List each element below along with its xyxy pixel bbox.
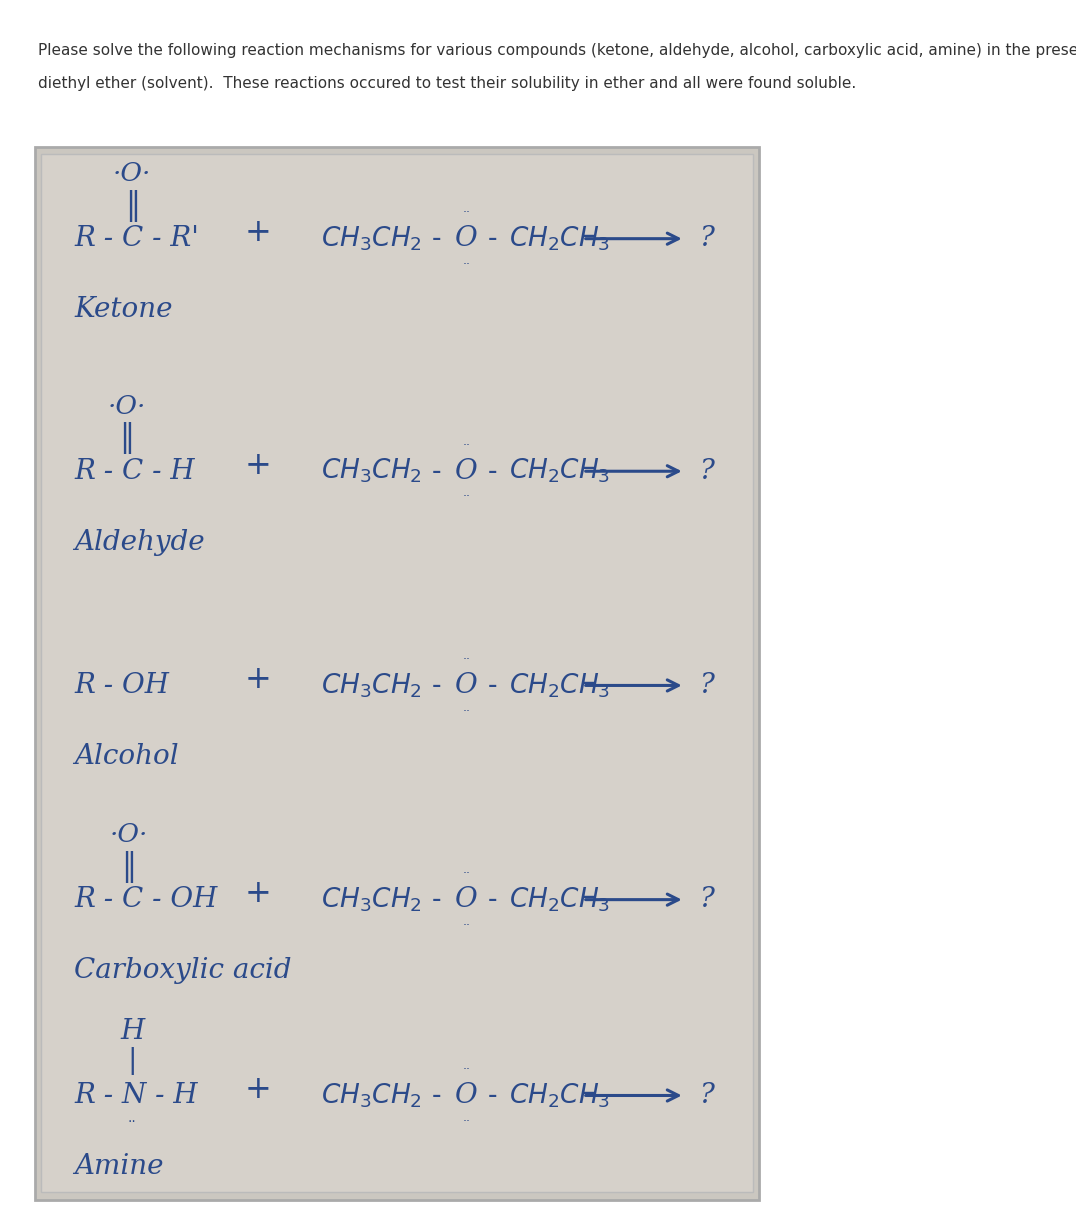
Text: +: + [245,663,271,695]
Text: R - C - OH: R - C - OH [74,886,217,913]
Text: ·O·: ·O· [110,823,148,847]
Text: Alcohol: Alcohol [74,743,179,770]
Text: $\mathit{CH_3CH_2}$: $\mathit{CH_3CH_2}$ [321,457,422,486]
Text: H: H [121,1018,144,1045]
Text: -: - [487,1082,497,1109]
Text: |: | [127,1048,137,1075]
Text: ··: ·· [463,919,470,931]
Text: ?: ? [700,458,716,485]
Text: ?: ? [700,225,716,252]
Text: $\mathit{CH_2CH_3}$: $\mathit{CH_2CH_3}$ [509,1081,610,1110]
Text: Carboxylic acid: Carboxylic acid [74,957,292,984]
Text: ··: ·· [463,868,470,880]
Bar [36,147,759,1200]
Text: $\mathit{CH_2CH_3}$: $\mathit{CH_2CH_3}$ [509,885,610,914]
Text: -: - [431,886,441,913]
Text: ?: ? [700,672,716,699]
Text: $\mathit{CH_2CH_3}$: $\mathit{CH_2CH_3}$ [509,224,610,253]
Text: ?: ? [700,1082,716,1109]
Text: ‖: ‖ [122,851,137,883]
Text: -: - [431,225,441,252]
Text: ··: ·· [463,1064,470,1076]
Text: R - C - R': R - C - R' [74,225,199,252]
Text: ·O·: ·O· [113,162,152,186]
Text: -: - [431,672,441,699]
Text: -: - [431,1082,441,1109]
Text: $\mathit{CH_2CH_3}$: $\mathit{CH_2CH_3}$ [509,671,610,700]
Text: $\mathit{CH_3CH_2}$: $\mathit{CH_3CH_2}$ [321,1081,422,1110]
Text: ··: ·· [463,207,470,219]
Text: ?: ? [700,886,716,913]
Text: R - OH: R - OH [74,672,169,699]
Text: -: - [431,458,441,485]
Text: O: O [455,225,478,252]
Text: -: - [487,458,497,485]
Text: +: + [245,1073,271,1105]
Text: O: O [455,886,478,913]
Text: +: + [245,878,271,909]
Text: $\mathit{CH_3CH_2}$: $\mathit{CH_3CH_2}$ [321,671,422,700]
Text: O: O [455,1082,478,1109]
Text: ‖: ‖ [125,190,140,222]
Text: O: O [455,672,478,699]
Text: -: - [487,672,497,699]
Text: $\mathit{CH_3CH_2}$: $\mathit{CH_3CH_2}$ [321,224,422,253]
Text: ··: ·· [463,1115,470,1127]
Text: R - C - H: R - C - H [74,458,195,485]
Text: O: O [455,458,478,485]
Text: Please solve the following reaction mechanisms for various compounds (ketone, al: Please solve the following reaction mech… [38,43,1076,58]
Text: ··: ·· [128,1115,137,1130]
Text: $\mathit{CH_3CH_2}$: $\mathit{CH_3CH_2}$ [321,885,422,914]
Text: $\mathit{CH_2CH_3}$: $\mathit{CH_2CH_3}$ [509,457,610,486]
Text: ‖: ‖ [119,422,134,454]
Text: Aldehyde: Aldehyde [74,529,204,556]
Text: R - N - H: R - N - H [74,1082,198,1109]
Text: -: - [487,225,497,252]
Bar [42,154,752,1192]
Text: ··: ·· [463,705,470,717]
Text: ··: ·· [463,258,470,271]
Text: Ketone: Ketone [74,296,173,323]
Text: Amine: Amine [74,1153,164,1180]
Text: diethyl ether (solvent).  These reactions occured to test their solubility in et: diethyl ether (solvent). These reactions… [38,76,855,91]
Text: +: + [245,449,271,481]
Text: ··: ·· [463,654,470,666]
Text: -: - [487,886,497,913]
Text: ·O·: ·O· [108,394,146,419]
Text: +: + [245,217,271,248]
Text: ··: ·· [463,491,470,503]
Text: ··: ·· [463,439,470,452]
